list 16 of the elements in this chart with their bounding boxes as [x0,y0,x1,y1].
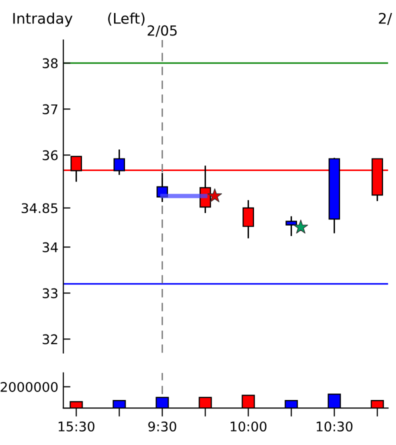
text: (Left) [108,12,144,26]
ref-line-label: 2/05 [148,25,177,37]
x-tick-label: 10:30 [316,421,352,432]
y-tick-label: 33 [42,288,58,298]
y-tick-label: 37 [42,104,58,114]
text: 2/ [378,12,392,26]
text: Intraday [13,12,72,27]
y-tick-label: 34 [42,242,58,252]
x-tick-label: 9:30 [148,421,176,432]
x-tick-label: 10:00 [230,421,266,432]
y-tick-label: 2000000 [0,382,58,392]
y-tick-label: 34.85 [22,203,58,214]
y-tick-label: 36 [42,150,58,160]
y-tick-label: 38 [42,58,58,68]
y-tick-label: 32 [42,334,58,344]
x-tick-label: 15:30 [58,421,94,432]
